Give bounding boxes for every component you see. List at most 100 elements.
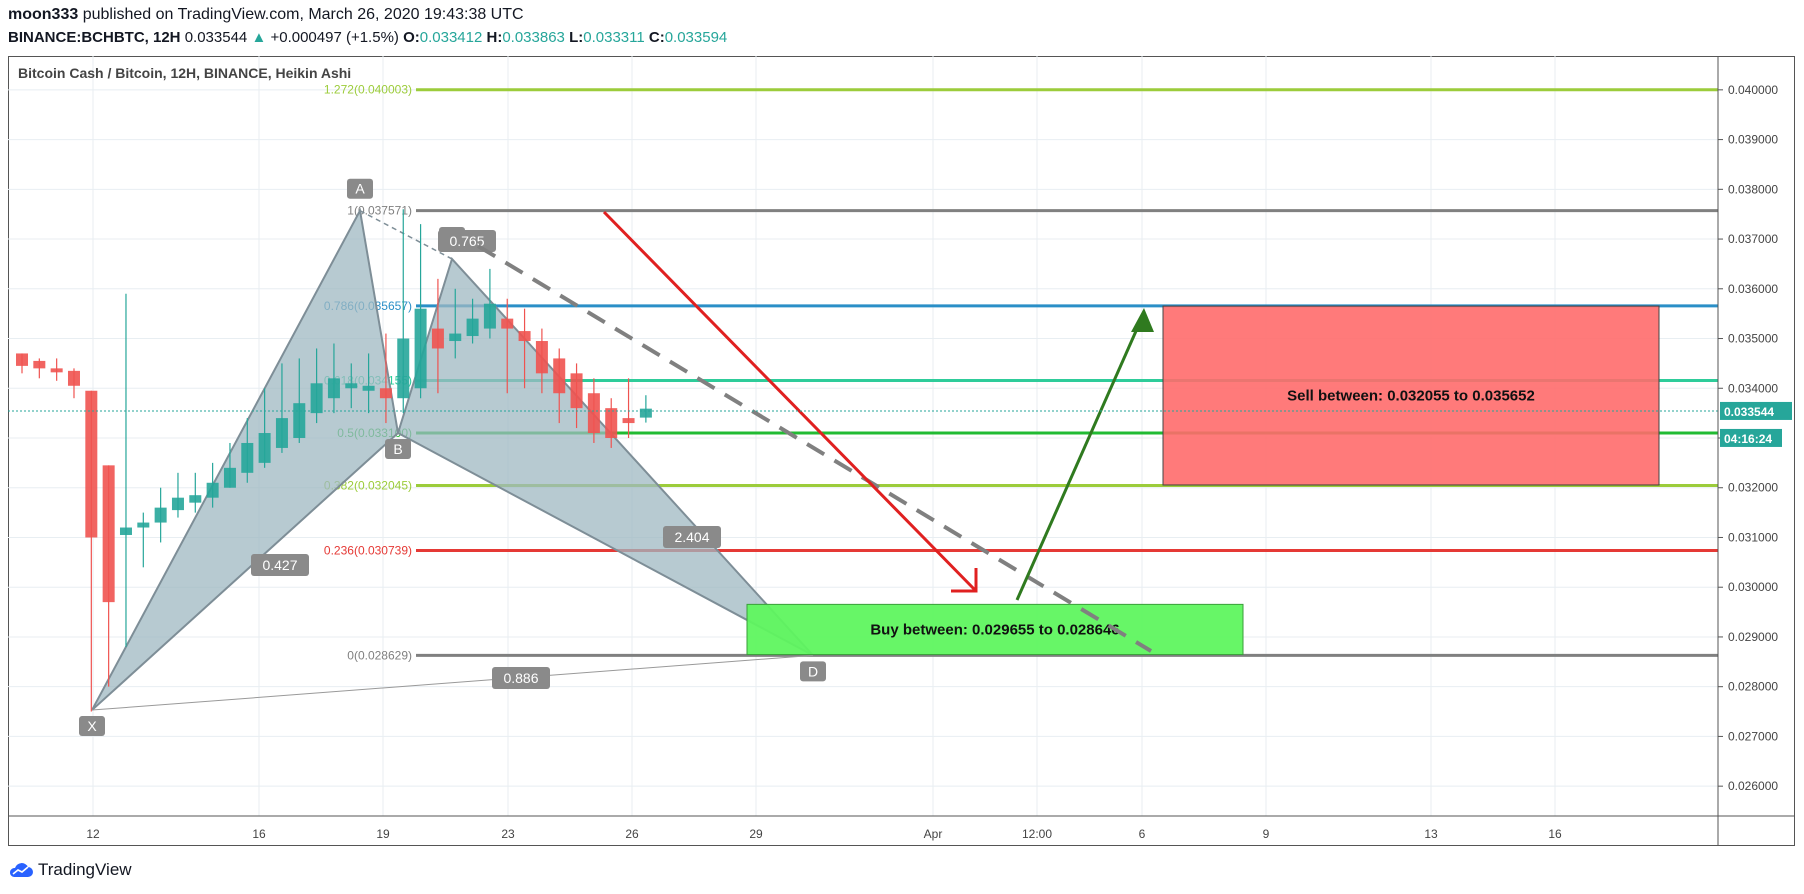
harmonic-xd-line: [91, 654, 814, 711]
harmonic-ratio-label: 0.886: [503, 670, 538, 686]
low-value: 0.033311: [583, 29, 645, 46]
x-tick-label: 16: [1548, 827, 1562, 841]
y-tick-label: 0.039000: [1728, 133, 1778, 147]
candle-body[interactable]: [449, 333, 462, 342]
candle-body[interactable]: [466, 318, 479, 337]
x-tick-label: 12:00: [1022, 827, 1052, 841]
candle-body[interactable]: [206, 482, 219, 498]
candle-body[interactable]: [553, 358, 566, 394]
candle-body[interactable]: [518, 331, 531, 342]
y-tick-label: 0.036000: [1728, 282, 1778, 296]
x-tick-label: 13: [1424, 827, 1438, 841]
symbol-label: BINANCE:BCHBTC, 12H: [8, 29, 181, 46]
candle-body[interactable]: [501, 318, 514, 329]
close-label: C:: [648, 29, 665, 46]
candle-body[interactable]: [570, 373, 583, 409]
candle-body[interactable]: [605, 408, 618, 438]
candle-body[interactable]: [379, 388, 392, 399]
sell-zone-box[interactable]: [1162, 305, 1660, 486]
candle-body[interactable]: [119, 527, 132, 535]
harmonic-point-badge[interactable]: [385, 439, 411, 460]
candle-body[interactable]: [414, 308, 427, 389]
candle-body[interactable]: [327, 378, 340, 399]
buy-zone-label: Buy between: 0.029655 to 0.028646: [870, 621, 1119, 638]
y-tick-label: 0.028000: [1728, 680, 1778, 694]
candle-body[interactable]: [33, 360, 46, 369]
y-tick-label: 0.031000: [1728, 530, 1778, 544]
candle-body[interactable]: [189, 495, 202, 503]
y-tick-label: 0.034000: [1728, 381, 1778, 395]
fib-level-label: 0.236(0.030739): [324, 543, 412, 557]
candle-body[interactable]: [345, 383, 358, 389]
candle-body[interactable]: [310, 383, 323, 414]
dashed-trendline[interactable]: [476, 244, 1153, 653]
harmonic-ratio-badge: [492, 667, 550, 689]
ohlc-header: BINANCE:BCHBTC, 12H 0.033544 ▲ +0.000497…: [8, 29, 727, 46]
bullish-arrow-head: [1131, 308, 1154, 332]
logo-text: TradingView: [38, 860, 132, 879]
bearish-arrow-head: [951, 568, 978, 593]
candle-body[interactable]: [154, 507, 167, 523]
candle-body[interactable]: [102, 465, 115, 603]
candle-body[interactable]: [431, 328, 444, 349]
y-tick-label: 0.026000: [1728, 779, 1778, 793]
published-text: published on TradingView.com, March 26, …: [82, 6, 524, 23]
open-value: 0.033412: [419, 29, 483, 46]
harmonic-point-badge[interactable]: [800, 661, 826, 682]
author-name[interactable]: moon333: [8, 6, 79, 23]
candle-body[interactable]: [535, 341, 548, 374]
candle-body[interactable]: [171, 497, 184, 511]
candle-body[interactable]: [241, 442, 254, 473]
candle-body[interactable]: [223, 467, 236, 488]
candle-body[interactable]: [275, 418, 288, 448]
x-tick-label: 12: [86, 827, 100, 841]
y-tick-label: 0.040000: [1728, 83, 1778, 97]
harmonic-ratio-label: 0.427: [262, 557, 297, 573]
candle-body[interactable]: [362, 385, 375, 391]
candle-body[interactable]: [137, 522, 150, 528]
y-tick-label: 0.032000: [1728, 481, 1778, 495]
up-arrow-icon: ▲: [251, 29, 267, 46]
x-tick-label: Apr: [924, 827, 943, 841]
candle-body[interactable]: [258, 433, 271, 463]
harmonic-point-label: X: [87, 718, 97, 734]
candle-body[interactable]: [639, 408, 652, 418]
harmonic-point-badge[interactable]: [347, 178, 373, 199]
bearish-arrow-line[interactable]: [602, 210, 978, 593]
candle-body[interactable]: [85, 390, 98, 538]
candle-body[interactable]: [50, 368, 63, 373]
x-tick-label: 19: [376, 827, 390, 841]
price-chart[interactable]: 1.272(0.040003)1(0.037571)0.786(0.035657…: [8, 56, 1795, 846]
last-price-tag: [1720, 401, 1792, 420]
candle-body[interactable]: [483, 303, 496, 329]
x-tick-label: 9: [1263, 827, 1270, 841]
candle-body[interactable]: [16, 353, 28, 366]
harmonic-point-label: D: [808, 663, 818, 679]
candle-body[interactable]: [67, 370, 80, 386]
tradingview-logo[interactable]: TradingView: [8, 860, 132, 880]
chart-container[interactable]: 1.272(0.040003)1(0.037571)0.786(0.035657…: [8, 56, 1795, 846]
countdown-tag: [1720, 428, 1782, 447]
buy-zone-box[interactable]: [746, 603, 1244, 656]
fib-level-label: 0(0.028629): [347, 648, 412, 662]
candle-body[interactable]: [397, 338, 410, 399]
sell-zone-label: Sell between: 0.032055 to 0.035652: [1287, 388, 1535, 405]
candle-body[interactable]: [622, 418, 635, 424]
candle-body[interactable]: [587, 393, 600, 434]
harmonic-ratio-label: 2.404: [674, 529, 709, 545]
harmonic-ratio-label: 0.765: [449, 233, 484, 249]
x-tick-label: 29: [749, 827, 763, 841]
harmonic-point-label: A: [355, 181, 365, 197]
bullish-arrow-line[interactable]: [1015, 312, 1146, 601]
candle-body[interactable]: [293, 403, 306, 438]
fib-level-label: 1.272(0.040003): [324, 83, 412, 97]
x-tick-label: 16: [252, 827, 266, 841]
open-label: O:: [403, 29, 420, 46]
price-change: +0.000497 (+1.5%): [270, 29, 399, 46]
countdown-text: 04:16:24: [1724, 432, 1772, 446]
y-tick-label: 0.030000: [1728, 580, 1778, 594]
high-value: 0.033863: [502, 29, 565, 46]
y-tick-label: 0.037000: [1728, 232, 1778, 246]
harmonic-ratio-badge: [663, 526, 721, 548]
harmonic-point-badge[interactable]: [79, 716, 105, 737]
